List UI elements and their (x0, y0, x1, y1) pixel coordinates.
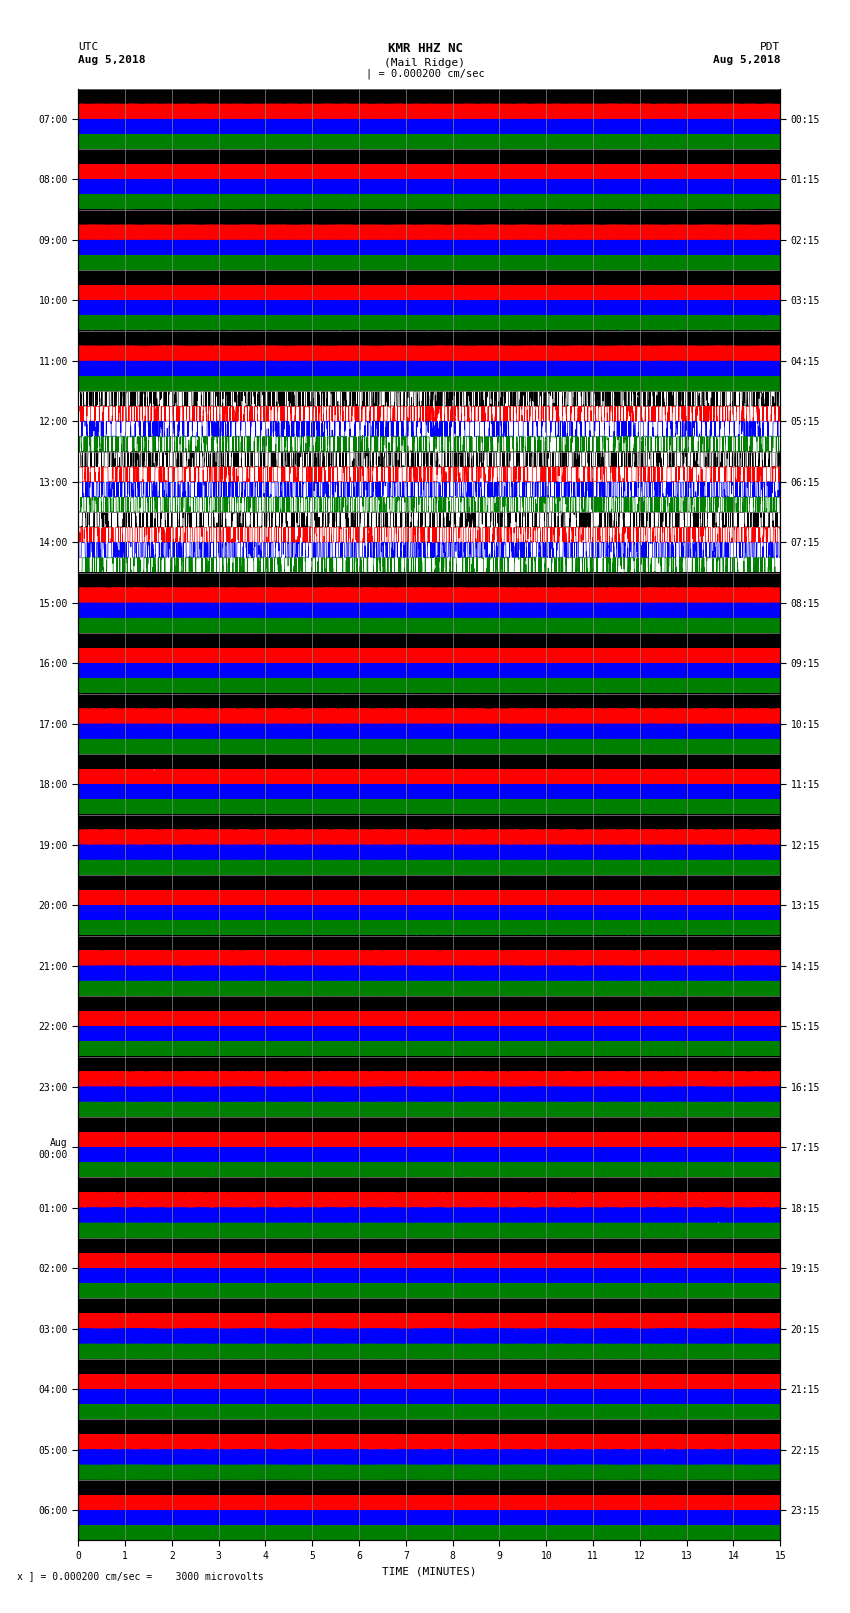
Text: KMR HHZ NC: KMR HHZ NC (388, 42, 462, 55)
Text: PDT: PDT (760, 42, 780, 52)
Text: | = 0.000200 cm/sec: | = 0.000200 cm/sec (366, 68, 484, 79)
Text: x ] = 0.000200 cm/sec =    3000 microvolts: x ] = 0.000200 cm/sec = 3000 microvolts (17, 1571, 264, 1581)
Text: Aug 5,2018: Aug 5,2018 (713, 55, 780, 65)
Text: (Mail Ridge): (Mail Ridge) (384, 58, 466, 68)
Text: Aug 5,2018: Aug 5,2018 (78, 55, 145, 65)
Text: UTC: UTC (78, 42, 99, 52)
X-axis label: TIME (MINUTES): TIME (MINUTES) (382, 1566, 477, 1576)
